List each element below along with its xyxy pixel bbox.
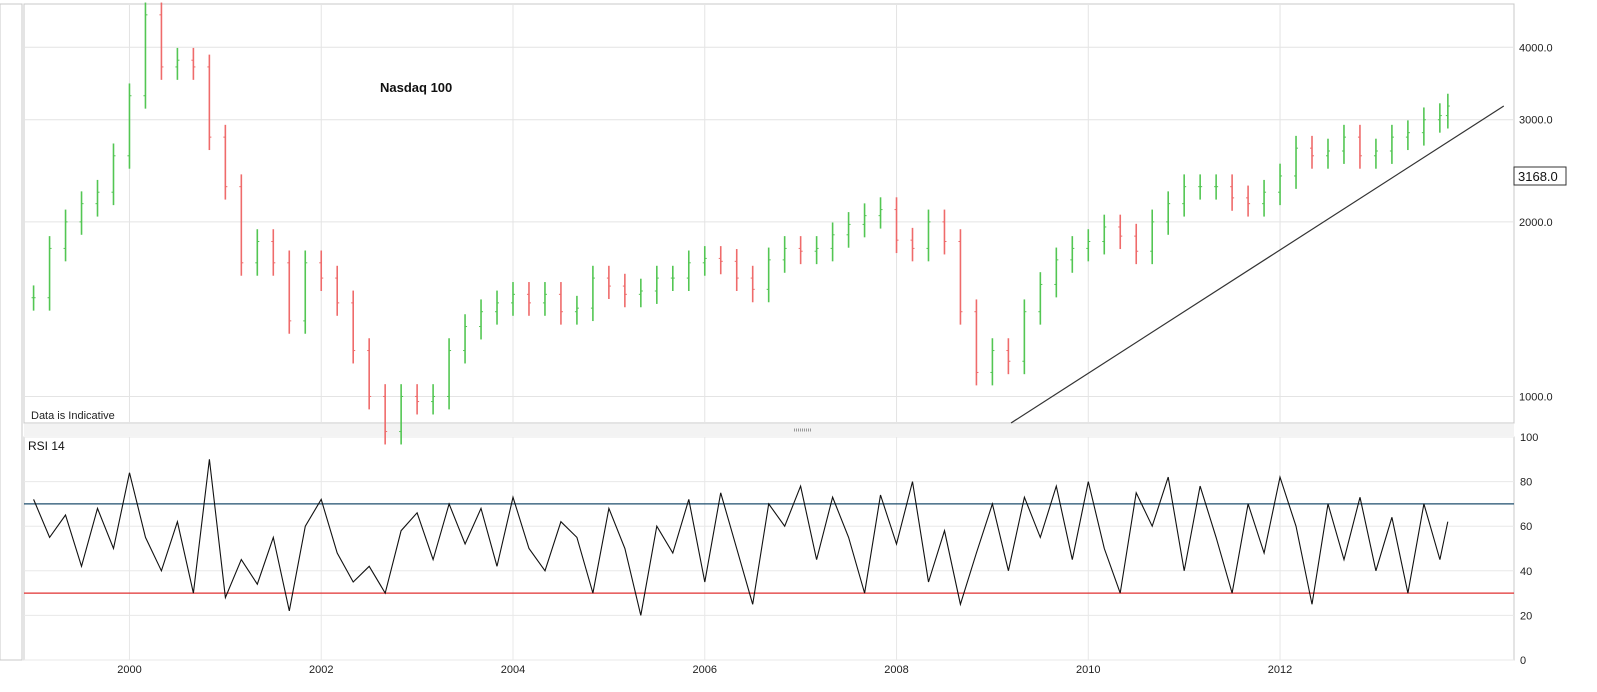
price-panel bbox=[23, 3, 1515, 424]
rsi-tick-label: 0 bbox=[1520, 655, 1526, 667]
rsi-tick-label: 80 bbox=[1520, 477, 1532, 489]
last-value-box-frame bbox=[1513, 166, 1567, 186]
rsi-tick-label: 40 bbox=[1520, 566, 1532, 578]
x-tick-label: 2004 bbox=[501, 664, 525, 676]
last-value-label: 3168.0 bbox=[1518, 169, 1558, 184]
indicative-note: Data is Indicative bbox=[31, 410, 115, 422]
rsi-line-layer bbox=[33, 459, 1449, 616]
x-tick-label: 2002 bbox=[309, 664, 333, 676]
price-grid bbox=[24, 4, 1514, 423]
panel-splitter[interactable] bbox=[24, 424, 1514, 436]
x-tick-label: 2006 bbox=[693, 664, 717, 676]
left-scale-strip bbox=[0, 3, 23, 661]
price-tick-label: 3000.0 bbox=[1519, 115, 1553, 127]
price-tick-label: 2000.0 bbox=[1519, 217, 1553, 229]
trendline-layer bbox=[1010, 105, 1505, 424]
chart-title: Nasdaq 100 bbox=[380, 80, 452, 95]
rsi-panel bbox=[23, 436, 1515, 661]
rsi-tick-label: 100 bbox=[1520, 432, 1538, 444]
rsi-title: RSI 14 bbox=[28, 439, 65, 453]
last-value-box: 3168.0 bbox=[1513, 166, 1567, 186]
rsi-grid bbox=[24, 436, 1514, 661]
price-bars bbox=[31, 2, 1450, 445]
x-tick-label: 2008 bbox=[884, 664, 908, 676]
support-trendline bbox=[1010, 105, 1505, 424]
axis-labels: 1000.0 2000.0 3000.0 4000.0 0 20 40 60 80 100 2000… bbox=[117, 42, 1552, 676]
x-tick-label: 2000 bbox=[117, 664, 141, 676]
x-tick-label: 2012 bbox=[1268, 664, 1292, 676]
rsi-tick-label: 60 bbox=[1520, 521, 1532, 533]
x-tick-label: 2010 bbox=[1076, 664, 1100, 676]
rsi-series-line bbox=[33, 459, 1449, 616]
price-tick-label: 4000.0 bbox=[1519, 42, 1553, 54]
price-tick-label: 1000.0 bbox=[1519, 391, 1553, 403]
rsi-tick-label: 20 bbox=[1520, 610, 1532, 622]
